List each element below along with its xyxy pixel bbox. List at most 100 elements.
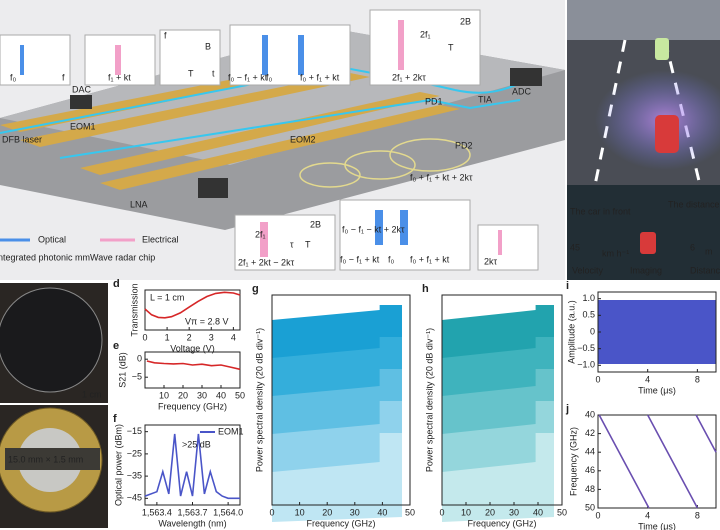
spectrum-band (442, 433, 554, 522)
adc-chip (510, 68, 542, 86)
label: EOM1 (218, 426, 244, 436)
label: 45 (570, 242, 580, 252)
label: 0 (142, 332, 147, 342)
label: 20 (322, 507, 332, 517)
label: f (62, 72, 65, 82)
label: Velocity (572, 265, 604, 275)
label: 10 (295, 507, 305, 517)
plot-frame (271, 294, 411, 506)
label: 20 (485, 507, 495, 517)
label: T (188, 68, 194, 78)
label: 15.0 mm × 1.5 mm (8, 454, 83, 464)
label: 1,563.7 (177, 507, 207, 517)
label: The car in front (570, 206, 631, 216)
lna-chip (198, 178, 228, 198)
label: DFB laser (2, 134, 42, 144)
label: −35 (127, 470, 142, 480)
label: L = 1 cm (150, 292, 184, 302)
label: ntegrated photonic mmWave radar chip (0, 252, 155, 262)
label: 10 (461, 507, 471, 517)
label: 4 (645, 510, 650, 520)
label: B (205, 41, 211, 51)
beam (299, 138, 471, 188)
label: 20 (178, 390, 188, 400)
label: 2kτ (484, 256, 498, 266)
label: PD1 (425, 96, 443, 106)
car-icon (640, 232, 656, 254)
label: 0 (137, 354, 142, 364)
label: 8 (695, 374, 700, 384)
label: Frequency (GHz) (158, 401, 227, 411)
label: d (113, 278, 120, 290)
label: f₀ + f₁ + kt (410, 254, 450, 264)
label: EOM1 (70, 121, 96, 131)
label: e (113, 340, 119, 352)
label: 44 (585, 447, 595, 457)
label: 8 (695, 510, 700, 520)
label: 50 (235, 390, 245, 400)
label: T (448, 42, 454, 52)
label: j (565, 403, 569, 415)
scene (567, 0, 720, 280)
label: m (705, 246, 713, 256)
chip-photo (5, 448, 100, 470)
curve (146, 360, 241, 371)
label: Frequency (GHz) (568, 427, 578, 496)
label: 40 (216, 390, 226, 400)
label: f₀ (388, 254, 395, 264)
label: PD2 (455, 140, 473, 150)
label: T (305, 239, 311, 249)
spectrum-band (272, 433, 402, 522)
label: 1,564.0 (213, 507, 243, 517)
curve (144, 433, 240, 500)
label: km h⁻¹ (602, 248, 629, 258)
label: 0 (595, 510, 600, 520)
label: >25 dB (182, 439, 211, 449)
label: Imaging (630, 265, 662, 275)
label: i (566, 280, 569, 292)
label: 0 (590, 326, 595, 336)
label: f₀ − f₁ − kt + 2kτ (342, 224, 405, 234)
label: f₀ + f₁ + kt + 2kτ (410, 172, 473, 182)
label: 1.0 (582, 293, 595, 303)
label: 3 (209, 332, 214, 342)
label: 1 (165, 332, 170, 342)
label: 40 (377, 507, 387, 517)
label: 30 (509, 507, 519, 517)
label: S21 (dB) (117, 352, 127, 388)
label: 30 (197, 390, 207, 400)
label: f₀ − f₁ + kt (340, 254, 380, 264)
label: 50 (585, 502, 595, 512)
buildings (567, 0, 720, 40)
label: −15 (127, 426, 142, 436)
spectral-bars (20, 20, 502, 257)
label: Distance (690, 265, 720, 275)
label: −1.0 (577, 360, 595, 370)
label: ADC (512, 86, 532, 96)
label: g (252, 283, 259, 295)
label: −45 (127, 493, 142, 503)
label: −0.5 (577, 343, 595, 353)
label: τ (290, 239, 294, 249)
label: h (422, 283, 429, 295)
label: 0 (439, 507, 444, 517)
label: Time (μs) (638, 385, 676, 395)
label: 2f₁ (420, 29, 431, 39)
insets (0, 9, 539, 271)
label: 50 (557, 507, 567, 517)
photo-divider (0, 403, 108, 405)
label: 4 (645, 374, 650, 384)
signal-band (598, 300, 716, 364)
label: f (164, 30, 167, 40)
label: 30 (350, 507, 360, 517)
label: 2f₁ + 2kτ (392, 72, 426, 82)
label: Transmission (129, 283, 139, 336)
label: 48 (585, 484, 595, 494)
label: 0.5 (582, 310, 595, 320)
label: f (113, 413, 117, 425)
label: −25 (127, 448, 142, 458)
label: 2B (460, 16, 471, 26)
label: f₀ (10, 72, 17, 82)
label: DAC (72, 84, 92, 94)
